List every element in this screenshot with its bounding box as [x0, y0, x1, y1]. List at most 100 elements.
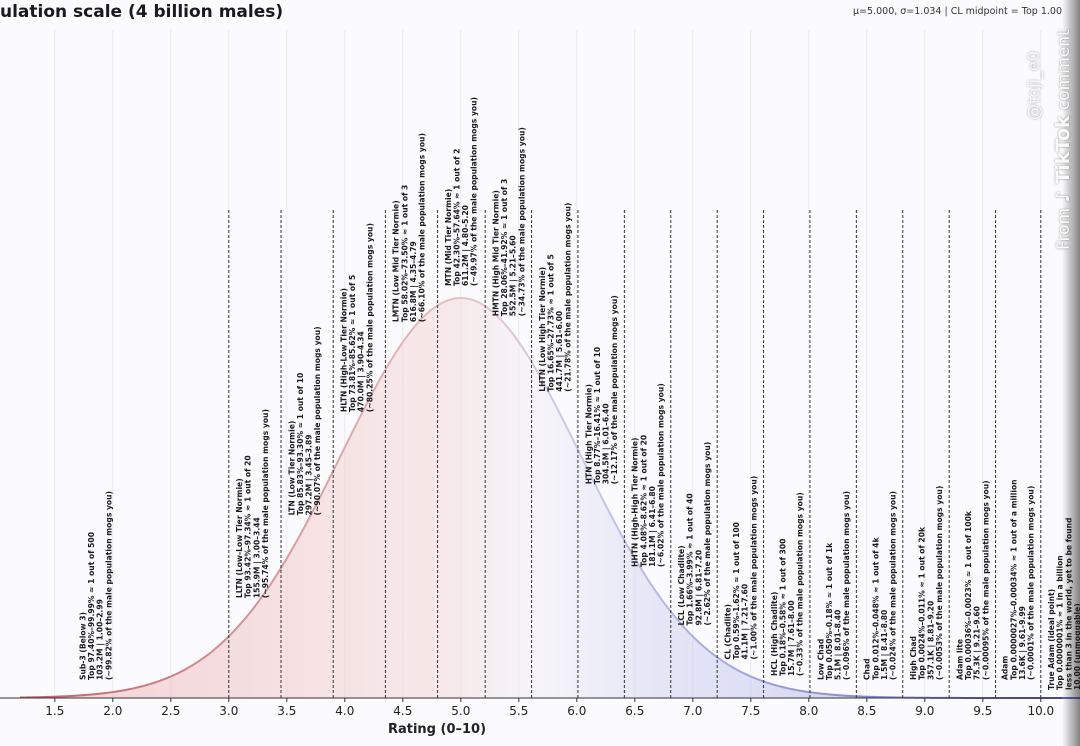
- tier-label-group: HTN (High Tier Normie) Top 8.77%–16.41% ≈…: [584, 295, 619, 484]
- tier-name: LCL (Low Chadlite): [677, 545, 686, 625]
- tier-label-group: LLTN (Low-Low Tier Normie) Top 93.42%–97.…: [235, 409, 270, 598]
- tier-name: Chad: [863, 658, 872, 680]
- x-tick-label: 7.0: [683, 704, 702, 718]
- tier-detail: 181.1M | 6.41–6.80: [648, 486, 658, 567]
- tier-name: True Adam (ideal point): [1047, 589, 1056, 690]
- tier-detail: Top 93.42%–97.34% ≈ 1 out of 20: [244, 455, 253, 598]
- tier-detail: 611.2M | 4.80–5.20: [461, 205, 471, 286]
- tier-detail: (~12.17% of the male population mogs you…: [610, 295, 619, 484]
- x-tick-label: 4.0: [335, 704, 354, 718]
- x-tick-label: 10.0: [1027, 704, 1054, 718]
- tier-detail: Top 0.0000027%–0.00034% ≈ 1 out of a mil…: [1009, 479, 1018, 680]
- x-tick-label: 4.5: [393, 704, 412, 718]
- tier-detail: Top 1.66%–3.99% ≈ 1 out of 40: [686, 493, 695, 625]
- tiktok-watermark: From ♪ TikTok comment: [1052, 29, 1074, 250]
- tier-name: LTN (Low Tier Normie): [287, 421, 296, 516]
- tier-label-group: LHTN (Low High Tier Normie) Top 16.65%–27…: [538, 203, 573, 392]
- tier-detail: 552.5M | 5.21–5.60: [509, 235, 519, 316]
- tier-detail: (~0.00095% of the male population mogs y…: [981, 480, 990, 680]
- x-tick-label: 2.5: [161, 704, 180, 718]
- tier-name: MTN (Mid Tier Normie): [444, 189, 453, 286]
- tier-detail: 297.2M | 3.45–3.89: [305, 434, 315, 515]
- distribution-stats: μ=5.000, σ=1.034 | CL midpoint = Top 1.0…: [853, 6, 1062, 17]
- tier-detail: (~0.0001% of the male population mogs yo…: [1027, 486, 1036, 680]
- tier-detail: Top 42.30%–57.64% ≈ 1 out of 2: [453, 149, 462, 286]
- tier-name: High Chad: [909, 636, 918, 680]
- tier-boundaries: [228, 210, 1042, 698]
- tier-name: Low Chad: [816, 639, 825, 680]
- x-tick-label: 8.5: [857, 704, 876, 718]
- tier-detail: 13.6K | 9.61–9.99: [1018, 606, 1028, 680]
- tier-detail: (~0.096% of the male population mogs you…: [842, 491, 851, 680]
- tier-detail: 103.2M | 1.00–2.99: [96, 599, 106, 680]
- tier-name: Adam lite: [956, 639, 965, 680]
- grid-lines: [54, 30, 1042, 698]
- x-tick-label: 5.0: [451, 704, 470, 718]
- tier-detail: Top 4.08%–8.62% ≈ 1 out of 20: [639, 435, 648, 567]
- tier-detail: 75.3K | 9.21–9.60: [973, 606, 983, 680]
- tier-detail: (~1.00% of the male population mogs you): [749, 476, 758, 660]
- tier-label-group: HCL (High Chadlite) Top 0.18%–0.58% ≈ 1 o…: [770, 492, 805, 676]
- watermark-suffix: comment: [1054, 29, 1074, 111]
- x-tick-label: 9.0: [915, 704, 934, 718]
- tier-detail: 616.8M | 4.35–4.79: [409, 241, 419, 322]
- tier-detail: 5.1M | 8.01–8.40: [834, 610, 844, 680]
- tier-name: CL (Chadlite): [724, 604, 733, 660]
- x-axis-label: Rating (0–10): [388, 722, 486, 737]
- tier-detail: (~0.0053% of the male population mogs yo…: [935, 486, 944, 680]
- tier-detail: (~6.02% of the male population mogs you): [657, 383, 666, 567]
- tier-detail: Top 73.81%–85.62% ≈ 1 out of 5: [348, 275, 357, 412]
- tier-detail: 304.5M | 6.01–6.40: [602, 403, 612, 484]
- tier-detail: Top 0.00036%–0.0023% ≈ 1 out of 100k: [964, 510, 973, 680]
- tier-name: LHTN (Low High Tier Normie): [538, 267, 547, 392]
- tier-detail: (~95.74% of the male population mogs you…: [261, 409, 270, 598]
- tier-detail: Top 28.06%–41.92% ≈ 1 out of 3: [500, 179, 509, 316]
- x-tick-label: 2.0: [103, 704, 122, 718]
- tier-detail: (~0.33% of the male population mogs you): [796, 492, 805, 676]
- tier-label-group: Adam lite Top 0.00036%–0.0023% ≈ 1 out of…: [956, 480, 991, 680]
- x-tick-label: 6.5: [625, 704, 644, 718]
- tier-name: HTN (High Tier Normie): [584, 384, 593, 484]
- distribution-area: [20, 298, 1080, 698]
- tier-detail: (~2.62% of the male population mogs you): [703, 442, 712, 626]
- tier-detail: Top 58.02%–73.50% ≈ 1 out of 3: [400, 185, 409, 322]
- tier-detail: 15.7M | 7.61–8.00: [787, 600, 797, 676]
- tier-name: LLTN (Low-Low Tier Normie): [235, 478, 244, 598]
- tier-name: HLTN (High-Low Tier Normie): [340, 288, 349, 412]
- tier-detail: (~49.97% of the male population mogs you…: [470, 97, 479, 286]
- chart-title: ulation scale (4 billion males): [0, 2, 284, 22]
- tier-detail: 357.1K | 8.81–9.20: [926, 601, 936, 680]
- tier-detail: Top 0.0024%–0.011% ≈ 1 out of 20k: [918, 526, 927, 680]
- tier-detail: 155.9M | 3.00–3.44: [252, 517, 262, 598]
- tier-detail: (~34.73% of the male population mogs you…: [517, 127, 526, 316]
- tier-detail: 1.5M | 8.41–8.80: [880, 610, 890, 680]
- tier-detail: Top 0.050%–0.18% ≈ 1 out of 1k: [825, 542, 834, 680]
- tier-label-group: Adam Top 0.0000027%–0.00034% ≈ 1 out of a…: [1001, 479, 1036, 680]
- tier-detail: 470.0M | 3.90–4.34: [357, 331, 367, 412]
- tier-name: Sub-3 (Below 3): [79, 612, 88, 680]
- tier-label-group: HHTN (High-High Tier Normie) Top 4.08%–8.…: [631, 383, 666, 567]
- tier-detail: (~0.024% of the male population mogs you…: [889, 491, 898, 680]
- screen-edge: [1062, 0, 1080, 746]
- tier-label-group: LMTN (Low Mid Tier Normie) Top 58.02%–73.…: [392, 133, 427, 322]
- tier-name: HCL (High Chadlite): [770, 592, 779, 676]
- tier-detail: (~99.82% of the male population mogs you…: [104, 491, 113, 680]
- tier-label-group: Low Chad Top 0.050%–0.18% ≈ 1 out of 1k 5.…: [816, 491, 851, 680]
- tier-detail: (~66.10% of the male population mogs you…: [418, 133, 427, 322]
- tier-detail: Top 0.59%–1.62% ≈ 1 out of 100: [732, 522, 741, 659]
- tier-detail: 92.8M | 6.81–7.20: [694, 550, 704, 626]
- tier-name: HMTN (High Mid Tier Normie): [492, 190, 501, 316]
- tier-name: LMTN (Low Mid Tier Normie): [392, 200, 401, 322]
- tier-label-group: High Chad Top 0.0024%–0.011% ≈ 1 out of 2…: [909, 486, 944, 680]
- tier-detail: Top 97.40%–99.99% ≈ 1 out of 500: [87, 532, 96, 680]
- x-tick-label: 6.0: [567, 704, 586, 718]
- tier-detail: Top 0.0000001% ≈ 1 in a billion: [1056, 555, 1065, 690]
- tiktok-logo-icon: ♪ TikTok: [1052, 115, 1074, 203]
- tier-label-group: HLTN (High-Low Tier Normie) Top 73.81%–85…: [340, 223, 375, 412]
- tier-label-group: CL (Chadlite) Top 0.59%–1.62% ≈ 1 out of …: [724, 476, 759, 660]
- x-tick-label: 7.5: [741, 704, 760, 718]
- watermark-prefix: From: [1054, 207, 1074, 250]
- x-tick-label: 3.0: [219, 704, 238, 718]
